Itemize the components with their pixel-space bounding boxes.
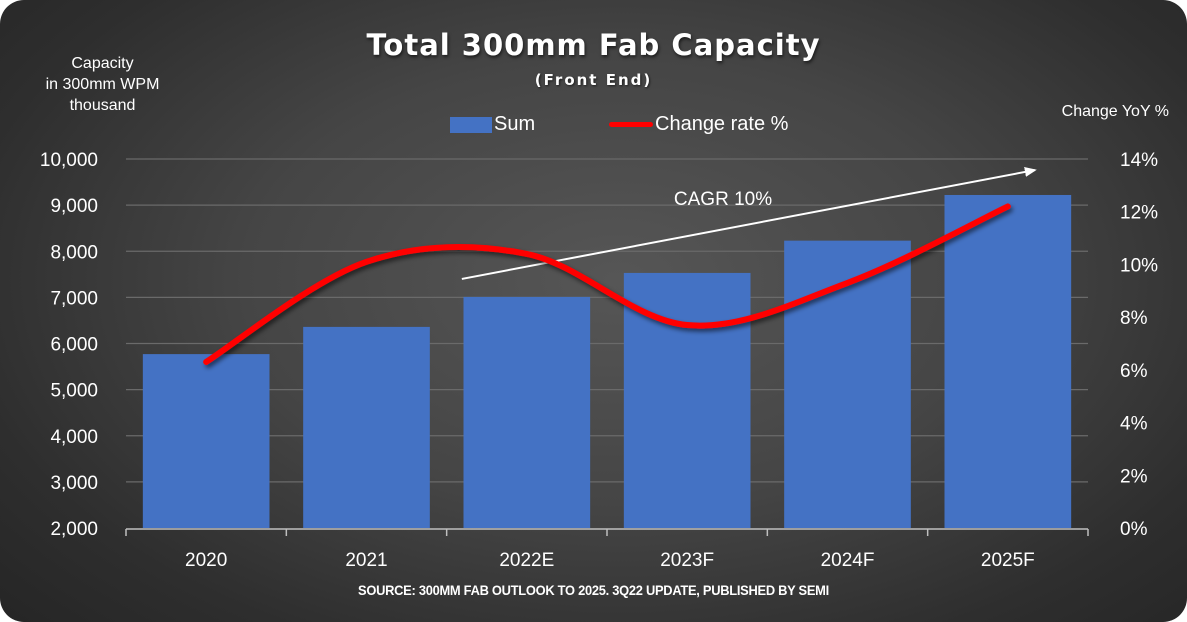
- right-axis-tick-label: 4%: [1120, 414, 1148, 435]
- bar-2021: [303, 326, 430, 528]
- left-axis-tick-label: 5,000: [50, 381, 98, 402]
- x-axis-tick-label: 2022E: [499, 550, 554, 571]
- bar-2025f: [944, 194, 1072, 529]
- left-axis-tick-label: 6,000: [50, 335, 98, 356]
- x-axis-tick-label: 2023F: [660, 550, 714, 571]
- right-axis-tick-label: 10%: [1120, 255, 1158, 276]
- left-axis-title-line: in 300mm WPM: [45, 76, 160, 93]
- x-axis-tick-label: 2024F: [821, 550, 875, 571]
- source-note: SOURCE: 300MM FAB OUTLOOK TO 2025. 3Q22 …: [358, 582, 829, 598]
- left-axis-tick-label: 4,000: [50, 427, 98, 448]
- left-axis-title: Capacity in 300mm WPM thousand: [20, 53, 185, 116]
- left-axis-tick-label: 8,000: [50, 242, 98, 263]
- legend-item-change-rate: Change rate %: [609, 113, 788, 136]
- x-axis-tick-label: 2021: [345, 550, 387, 571]
- right-axis-tick-label: 8%: [1120, 308, 1148, 329]
- chart-subtitle: (Front End): [534, 71, 653, 89]
- right-axis-tick-label: 6%: [1120, 361, 1148, 382]
- chart-title: Total 300mm Fab Capacity: [366, 28, 821, 62]
- cagr-trend-arrow: [461, 167, 1037, 280]
- bar-2022e: [463, 296, 591, 528]
- left-axis-title-line: thousand: [69, 97, 136, 114]
- left-axis-tick-label: 2,000: [50, 519, 98, 540]
- bar-2020: [142, 354, 270, 528]
- right-axis-tick-label: 2%: [1120, 466, 1148, 487]
- left-axis-tick-label: 10,000: [40, 150, 98, 171]
- right-axis-tick-label: 14%: [1120, 150, 1158, 171]
- bar-2024f: [784, 240, 911, 529]
- x-axis-tick-label: 2020: [185, 550, 227, 571]
- legend: Sum Change rate %: [0, 113, 1187, 137]
- left-axis-tick-label: 7,000: [50, 288, 98, 309]
- right-axis-tick-label: 12%: [1120, 203, 1158, 224]
- change-rate-line: [203, 203, 1011, 365]
- left-axis-title-line: Capacity: [71, 55, 134, 72]
- x-axis-tick-label: 2025F: [981, 550, 1035, 571]
- left-axis-tick-label: 9,000: [50, 196, 98, 217]
- left-axis-tick-label: 3,000: [50, 473, 98, 494]
- cagr-label: CAGR 10%: [674, 189, 772, 210]
- legend-swatch-line: [609, 122, 653, 127]
- right-axis-tick-label: 0%: [1120, 519, 1148, 540]
- legend-label: Change rate %: [655, 113, 789, 135]
- legend-item-sum: Sum: [450, 113, 535, 136]
- legend-label: Sum: [494, 113, 536, 135]
- legend-swatch-bar: [450, 116, 492, 133]
- right-axis-title: Change YoY %: [1061, 103, 1169, 120]
